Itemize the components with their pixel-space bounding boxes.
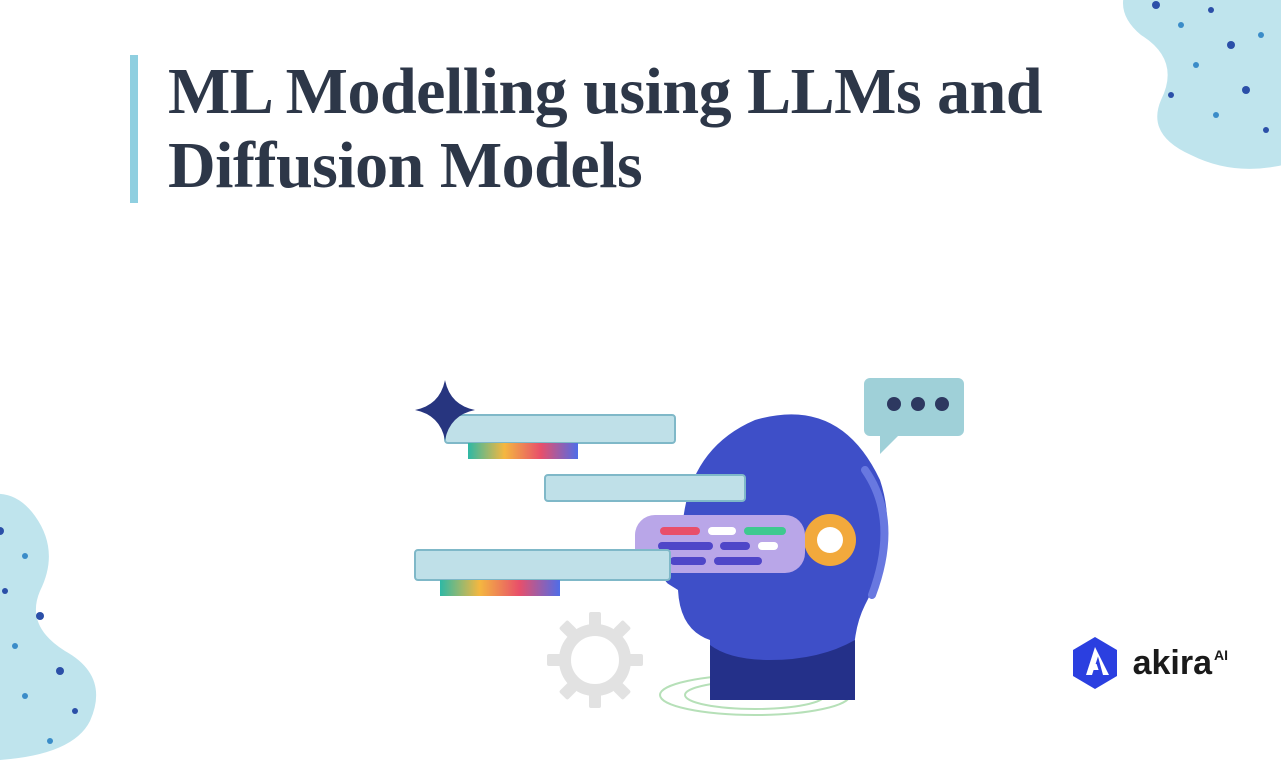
corner-blob-bottom-left xyxy=(0,441,220,761)
speech-bubble-icon xyxy=(864,378,964,454)
logo-text: akiraAI xyxy=(1133,644,1226,683)
logo-superscript: AI xyxy=(1214,647,1228,663)
title-block: ML Modelling using LLMs and Diffusion Mo… xyxy=(130,55,1281,203)
page-title: ML Modelling using LLMs and Diffusion Mo… xyxy=(168,55,1281,203)
brand-logo: akiraAI xyxy=(1069,635,1226,691)
logo-mark-icon xyxy=(1069,635,1121,691)
hero-illustration xyxy=(360,340,980,720)
logo-brand: akira xyxy=(1133,644,1212,682)
